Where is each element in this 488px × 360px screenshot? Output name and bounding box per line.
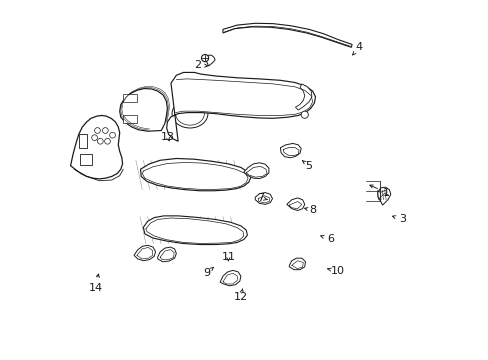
Text: 12: 12 bbox=[233, 289, 247, 302]
Polygon shape bbox=[123, 116, 137, 123]
Text: 8: 8 bbox=[304, 206, 316, 216]
Polygon shape bbox=[140, 158, 250, 191]
Circle shape bbox=[301, 111, 308, 118]
Polygon shape bbox=[79, 134, 87, 148]
Circle shape bbox=[94, 128, 100, 134]
Circle shape bbox=[109, 132, 115, 138]
Text: 14: 14 bbox=[88, 274, 102, 293]
Polygon shape bbox=[223, 23, 351, 47]
Text: 9: 9 bbox=[203, 267, 213, 278]
Polygon shape bbox=[120, 89, 167, 131]
Polygon shape bbox=[220, 270, 241, 286]
Polygon shape bbox=[205, 55, 215, 66]
Polygon shape bbox=[80, 154, 92, 165]
Text: 2: 2 bbox=[194, 60, 207, 70]
Polygon shape bbox=[70, 116, 122, 179]
Text: 1: 1 bbox=[369, 185, 389, 198]
Circle shape bbox=[201, 54, 208, 62]
Circle shape bbox=[104, 138, 110, 144]
Circle shape bbox=[102, 128, 108, 134]
Polygon shape bbox=[286, 198, 304, 211]
Text: 6: 6 bbox=[320, 234, 333, 244]
Text: 11: 11 bbox=[221, 252, 235, 262]
Polygon shape bbox=[280, 143, 301, 158]
Text: 3: 3 bbox=[392, 215, 405, 224]
Text: 4: 4 bbox=[352, 42, 362, 55]
Text: 10: 10 bbox=[327, 266, 344, 276]
Circle shape bbox=[92, 135, 97, 140]
Text: 7: 7 bbox=[257, 193, 266, 203]
Polygon shape bbox=[143, 216, 247, 244]
Polygon shape bbox=[255, 193, 272, 204]
Circle shape bbox=[97, 138, 103, 144]
Polygon shape bbox=[244, 163, 268, 179]
Text: 13: 13 bbox=[160, 132, 174, 142]
Polygon shape bbox=[158, 247, 176, 262]
Polygon shape bbox=[295, 84, 311, 110]
Text: 5: 5 bbox=[302, 161, 312, 171]
Polygon shape bbox=[134, 245, 155, 261]
Polygon shape bbox=[123, 94, 137, 102]
Polygon shape bbox=[166, 72, 315, 141]
Polygon shape bbox=[289, 258, 305, 270]
Polygon shape bbox=[377, 187, 390, 205]
